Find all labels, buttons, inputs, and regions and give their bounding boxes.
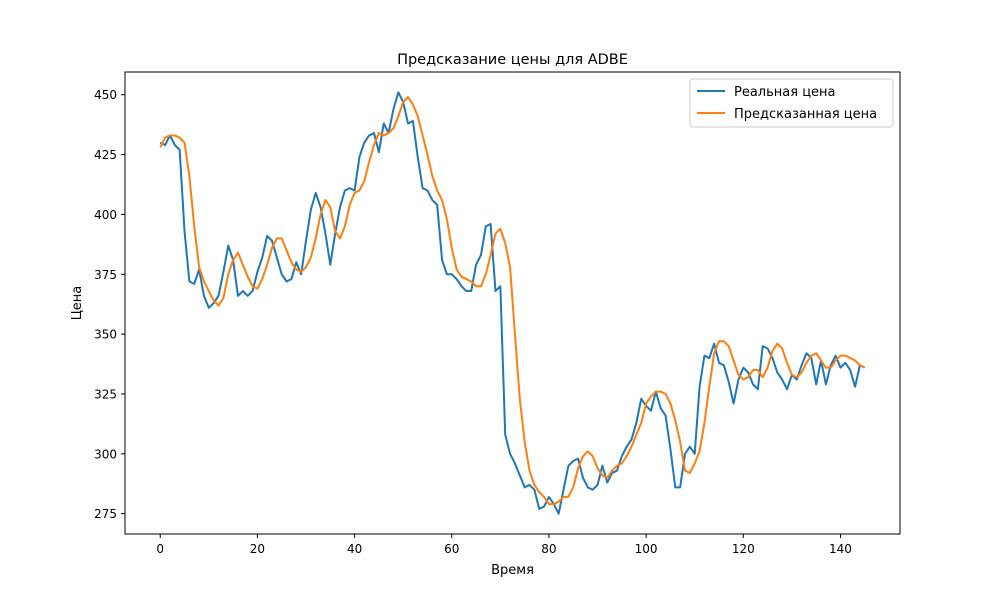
axes-frame bbox=[124, 71, 901, 535]
y-axis-label: Цена bbox=[70, 286, 85, 321]
plot-area: 0 20 40 60 80 100 120 140 275 300 325 350 375 400 425… bbox=[94, 71, 901, 556]
x-axis-label: Время bbox=[491, 563, 534, 578]
legend: Реальная цена Предсказанная цена bbox=[689, 78, 894, 128]
legend-label-predicted: Предсказанная цена bbox=[734, 107, 877, 122]
y-tick-label: 375 bbox=[94, 268, 117, 282]
x-tick-label: 40 bbox=[347, 542, 362, 556]
y-tick-label: 275 bbox=[94, 507, 117, 521]
x-tick-label: 60 bbox=[444, 542, 459, 556]
legend-box bbox=[689, 78, 894, 128]
y-axis: 275 300 325 350 375 400 425 450 bbox=[94, 88, 125, 521]
y-tick-label: 300 bbox=[94, 447, 117, 461]
y-tick-label: 400 bbox=[94, 208, 117, 222]
series-lines bbox=[159, 91, 866, 515]
legend-label-real: Реальная цена bbox=[734, 85, 836, 100]
x-axis: 0 20 40 60 80 100 120 140 bbox=[156, 534, 852, 556]
y-tick-label: 325 bbox=[94, 387, 117, 401]
series-line-real-price bbox=[159, 91, 866, 515]
x-tick-label: 20 bbox=[250, 542, 265, 556]
chart-title: Предсказание цены для ADBE bbox=[397, 52, 628, 68]
y-tick-label: 425 bbox=[94, 148, 117, 162]
x-tick-label: 120 bbox=[732, 542, 755, 556]
x-tick-label: 80 bbox=[541, 542, 556, 556]
x-tick-label: 140 bbox=[829, 542, 852, 556]
y-tick-label: 450 bbox=[94, 88, 117, 102]
y-tick-label: 350 bbox=[94, 328, 117, 342]
x-tick-label: 100 bbox=[635, 542, 658, 556]
series-line-predicted-price bbox=[159, 96, 866, 506]
x-tick-label: 0 bbox=[156, 542, 164, 556]
